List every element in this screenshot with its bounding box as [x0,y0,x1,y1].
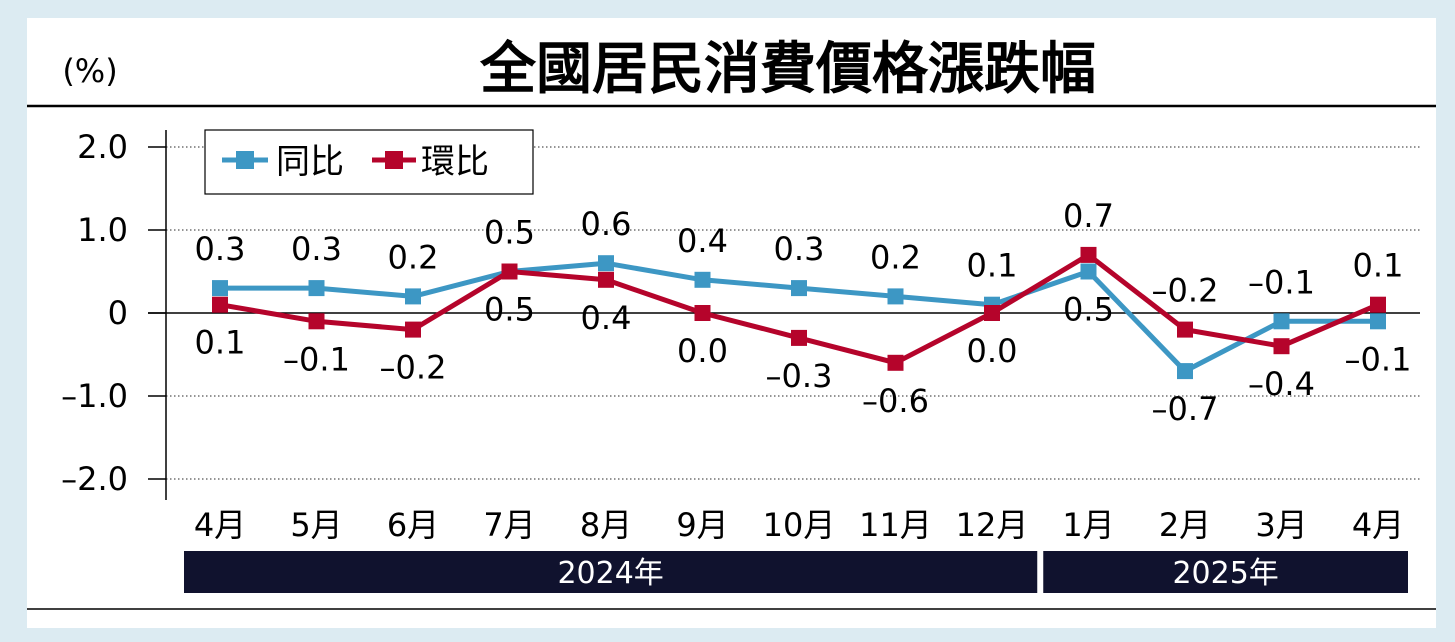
x-tick-label: 8月 [580,506,632,544]
data-point [791,329,807,346]
x-tick-label: 10月 [763,506,836,544]
data-label: 0.3 [291,230,342,268]
y-tick-label: –2.0 [61,460,128,498]
y-tick-label: 2.0 [77,128,128,166]
data-label: –0.4 [1248,365,1315,403]
data-label: 0.4 [677,222,728,260]
data-label: –0.1 [1345,340,1412,378]
data-label: 0.0 [967,332,1018,370]
data-point [791,280,807,297]
data-label: 0.1 [967,247,1018,285]
y-tick-label: 0 [108,294,128,332]
legend-mom-marker [385,151,403,169]
year-band-layer: 2024年 2025年 [184,551,1408,593]
x-tick-label: 7月 [483,506,535,544]
data-label: 0.1 [195,324,246,362]
data-label: –0.7 [1152,390,1219,428]
data-point [308,280,325,297]
data-point [598,255,614,272]
data-label: 0.5 [484,291,535,329]
data-label: 0.1 [1353,247,1404,285]
data-label: 0.7 [1063,197,1114,235]
x-tick-label: 4月 [1352,506,1404,544]
data-point [1080,263,1097,280]
legend-mom-label: 環比 [421,142,489,182]
data-label: 0.2 [388,238,439,276]
x-tick-label: 1月 [1062,506,1114,544]
data-label: 0.5 [484,214,535,252]
axis-layer [148,130,1420,500]
year-band [184,551,1038,593]
x-tick-label: 4月 [194,506,246,544]
data-label: –0.3 [766,357,833,395]
data-point [1370,313,1386,330]
data-point [405,321,421,338]
legend-yoy-marker [236,151,254,169]
year-band-label: 2024年 [557,556,663,591]
data-point [887,354,904,371]
data-point [405,288,421,305]
data-point [1177,363,1193,380]
data-label: 0.5 [1063,291,1114,329]
x-tick-label: 6月 [387,506,439,544]
chart-title: 全國居民消費價格漲跌幅 [479,37,1096,102]
series-layer [212,246,1386,380]
x-tick-label: 2月 [1159,506,1211,544]
y-tick-label: 1.0 [77,211,128,249]
year-band-label: 2025年 [1172,556,1278,591]
x-tick-label: 9月 [676,506,728,544]
data-label: –0.2 [1152,272,1219,310]
data-point [1273,338,1290,355]
x-tick-label: 3月 [1255,506,1307,544]
legend: 同比 環比 [204,129,534,195]
data-label: –0.1 [283,340,350,378]
data-point [694,271,711,288]
data-label: 0.6 [581,205,632,243]
data-point [212,296,228,313]
data-label: 0.3 [774,230,825,268]
data-label: 0.4 [581,299,632,337]
data-point [598,271,614,288]
legend-yoy-label: 同比 [276,142,344,182]
data-label: –0.1 [1248,263,1315,301]
y-tick-layer: 2.0 1.0 0 –1.0 –2.0 [61,128,166,498]
y-tick-label: –1.0 [61,377,128,415]
data-label: 0.0 [677,332,728,370]
x-label-layer: 4月 5月 6月 7月 8月 9月 10月 11月 12月 1月 2月 3月 4月 [194,506,1404,544]
data-point [212,280,228,297]
data-label: 0.2 [870,238,921,276]
x-tick-label: 12月 [956,506,1029,544]
y-unit-label: (%) [62,52,117,90]
data-point [694,305,711,321]
data-point [1273,313,1290,330]
data-point [1177,321,1193,338]
data-point [887,288,904,305]
data-label: –0.2 [380,349,447,387]
x-tick-label: 5月 [290,506,342,544]
x-tick-label: 11月 [859,506,932,544]
data-point [308,313,325,330]
data-label-layer: 0.3 0.1 0.3 –0.1 0.2 –0.2 0.5 0.5 0.6 0.4 0.4 0.0 0.… [195,197,1412,428]
data-point [501,263,518,280]
data-label: –0.6 [862,382,929,420]
data-point [984,305,1000,321]
year-band [1043,551,1408,593]
data-label: 0.3 [195,230,246,268]
data-point [1080,246,1097,263]
data-point [1370,296,1386,313]
